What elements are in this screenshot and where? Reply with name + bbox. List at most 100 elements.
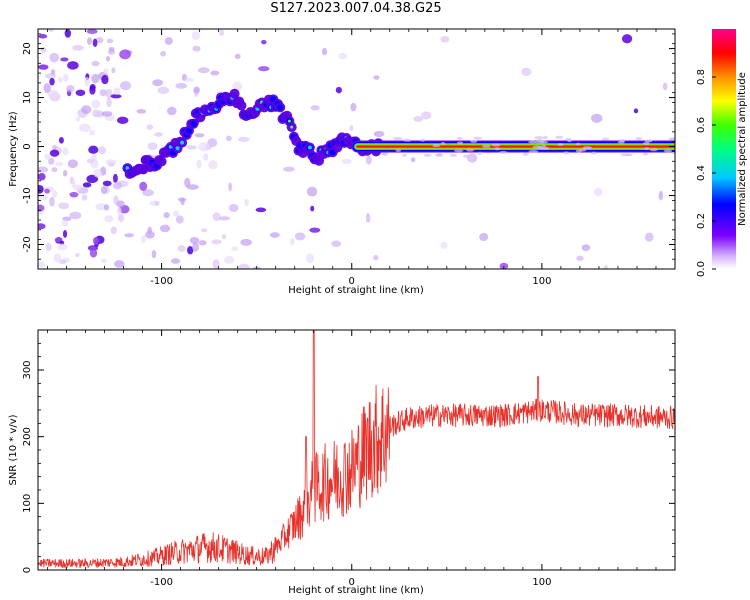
spectrogram-noise-blob — [244, 198, 249, 207]
spectrogram-noise-blob — [601, 137, 610, 141]
spectrogram-noise-blob — [436, 153, 443, 157]
spectrogram-noise-blob — [349, 125, 354, 131]
spectrogram-noise-blob — [491, 143, 501, 147]
spectrogram-noise-blob — [603, 264, 609, 269]
spectrogram-noise-blob — [192, 242, 200, 252]
spectrogram-noise-blob — [456, 141, 464, 145]
spectrogram-noise-blob — [403, 138, 412, 142]
spectrogram-noise-blob — [119, 49, 131, 60]
spectrogram-noise-blob — [310, 105, 320, 111]
spectrogram-noise-blob — [440, 141, 446, 145]
spectrogram-ridge-blob — [156, 156, 167, 167]
spectrogram-noise-blob — [89, 248, 98, 258]
spectrogram-noise-blob — [662, 82, 668, 91]
spectrogram-noise-blob — [75, 253, 80, 258]
spectrogram-noise-blob — [49, 77, 55, 86]
spectrogram-noise-blob — [365, 155, 372, 165]
spectrogram-noise-blob — [522, 152, 529, 156]
spectrogram-noise-blob — [62, 147, 69, 156]
spectrogram-noise-blob — [108, 46, 115, 52]
spectrogram-noise-blob — [50, 69, 56, 75]
spectrogram-noise-blob — [563, 151, 570, 155]
spectrogram-noise-blob — [112, 173, 118, 184]
spectrogram-frame — [37, 28, 676, 270]
y-tick-label: -20 — [22, 236, 33, 252]
spectrogram-noise-blob — [91, 60, 100, 67]
spectrogram-noise-blob — [91, 99, 101, 109]
y-tick-label: 100 — [22, 494, 33, 513]
spectrogram-noise-blob — [306, 186, 318, 197]
spectrogram-noise-blob — [186, 184, 199, 190]
spectrogram-noise-blob — [521, 67, 532, 77]
spectrogram-noise-blob — [110, 94, 122, 99]
spectrogram-noise-blob — [482, 144, 491, 148]
spectrogram-noise-blob — [621, 34, 633, 44]
spectrogram-noise-blob — [100, 258, 107, 263]
spectrogram-noise-blob — [194, 133, 205, 138]
x-tick-label: 0 — [349, 577, 355, 588]
spectrogram-noise-blob — [197, 67, 210, 74]
spectrogram-noise-blob — [463, 154, 471, 158]
spectrogram-noise-blob — [38, 261, 45, 268]
y-tick-label: -10 — [22, 187, 33, 203]
spectrogram-noise-blob — [643, 147, 650, 151]
spectrogram-noise-blob — [64, 29, 72, 38]
spectrogram-noise-blob — [499, 262, 509, 269]
spectrogram-xlabel: Height of straight line (km) — [288, 285, 424, 296]
spectrogram-noise-blob — [591, 151, 597, 155]
spectrogram-noise-blob — [218, 216, 231, 221]
spectrogram-noise-blob — [198, 142, 211, 152]
spectrogram-noise-blob — [58, 136, 64, 144]
spectrogram-noise-blob — [49, 52, 60, 63]
spectrogram-noise-blob — [189, 236, 200, 245]
snr-ylabel: SNR (10 * v/v) — [8, 414, 19, 485]
spectrogram-noise-blob — [101, 111, 113, 117]
spectrogram-noise-blob — [96, 110, 104, 118]
spectrogram-noise-blob — [225, 135, 232, 142]
spectrogram-noise-blob — [575, 149, 582, 153]
spectrogram-noise-blob — [231, 246, 239, 252]
spectrogram-noise-blob — [528, 140, 537, 144]
spectrogram-noise-blob — [172, 210, 180, 217]
spectrogram-noise-blob — [186, 145, 197, 150]
spectrogram-noise-blob — [66, 84, 75, 93]
spectrogram-noise-blob — [44, 188, 50, 194]
spectrogram-noise-blob — [449, 153, 458, 157]
spectrogram-noise-blob — [170, 258, 181, 264]
spectrogram-noise-blob — [110, 226, 117, 235]
spectrogram-ridge-blob — [229, 88, 240, 99]
spectrogram-noise-blob — [57, 76, 63, 83]
spectrogram-noise-blob — [473, 136, 483, 140]
spectrogram-noise-blob — [210, 70, 220, 76]
colorbar-tick-label: 0.6 — [696, 117, 707, 133]
spectrogram-noise-blob — [590, 113, 603, 123]
spectrogram-noise-blob — [151, 250, 157, 259]
spectrogram-noise-blob — [62, 229, 68, 238]
spectrogram-noise-blob — [102, 180, 112, 187]
spectrogram-noise-blob — [152, 79, 164, 87]
spectrogram-noise-blob — [75, 89, 86, 96]
spectrogram-noise-blob — [92, 38, 98, 47]
spectrogram-noise-blob — [335, 86, 342, 94]
spectrogram-noise-blob — [106, 38, 114, 44]
spectrogram-noise-blob — [224, 255, 235, 264]
y-tick-label: 0 — [22, 567, 33, 573]
spectrogram-noise-blob — [395, 148, 402, 152]
y-tick-label: 0 — [22, 143, 33, 149]
spectrogram-noise-blob — [331, 240, 342, 247]
spectrogram-noise-blob — [208, 160, 218, 170]
spectrogram-noise-blob — [240, 238, 252, 246]
spectrogram-noise-blob — [95, 37, 104, 44]
spectrogram-noise-blob — [373, 254, 379, 261]
spectrogram-noise-blob — [63, 169, 68, 177]
spectrogram-noise-blob — [373, 130, 385, 138]
spectrogram-noise-blob — [117, 213, 125, 222]
spectrogram-noise-blob — [540, 146, 550, 150]
spectrogram-noise-blob — [154, 201, 159, 206]
spectrogram-noise-blob — [234, 53, 241, 60]
x-tick-label: 0 — [349, 276, 355, 287]
spectrogram-noise-blob — [644, 232, 654, 242]
spectrogram-noise-blob — [164, 37, 173, 45]
